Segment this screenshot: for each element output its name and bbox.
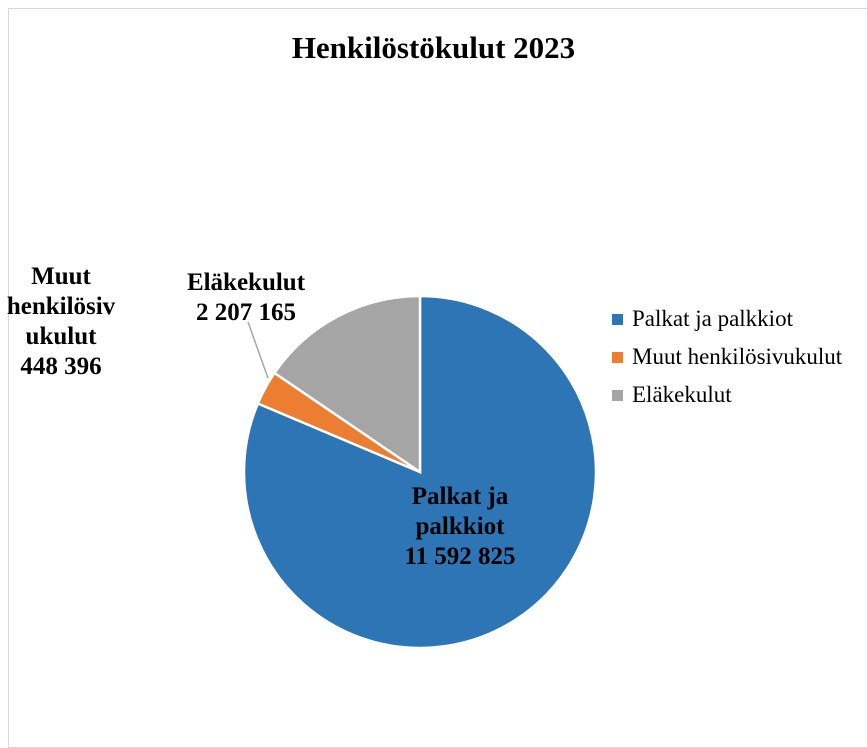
data-label-value: 11 592 825: [404, 543, 516, 570]
leader-line: [247, 321, 269, 379]
legend-item: Muut henkilösivukulut: [612, 338, 862, 376]
legend-item: Palkat ja palkkiot: [612, 300, 862, 338]
legend-label: Palkat ja palkkiot: [632, 306, 793, 331]
legend-swatch: [612, 352, 623, 363]
legend-item: Eläkekulut: [612, 376, 862, 414]
legend-swatch: [612, 390, 623, 401]
chart-title: Henkilöstökulut 2023: [291, 30, 576, 65]
data-label: Eläkekulut 2 207 165: [162, 268, 330, 328]
data-label: Muut henkilösivukulut 448 396: [2, 262, 120, 382]
data-label-value: 448 396: [20, 353, 102, 380]
chart: [242, 294, 598, 650]
legend: Palkat ja palkkiot Muut henkilösivukulut E…: [612, 300, 862, 414]
legend-label: Muut henkilösivukulut: [632, 344, 843, 369]
data-label-category: Palkat ja palkkiot: [411, 483, 509, 540]
legend-swatch: [612, 314, 623, 325]
pie-slice: [272, 294, 422, 475]
data-label-value: 2 207 165: [196, 299, 296, 326]
legend-label: Eläkekulut: [632, 382, 732, 407]
page: {"chart_data": {"type": "pie", "title": …: [2, 8, 867, 748]
data-label-category: Muut henkilösivukulut: [6, 263, 116, 350]
data-label: Palkat ja palkkiot 11 592 825: [385, 482, 535, 572]
data-label-category: Eläkekulut: [186, 269, 306, 296]
